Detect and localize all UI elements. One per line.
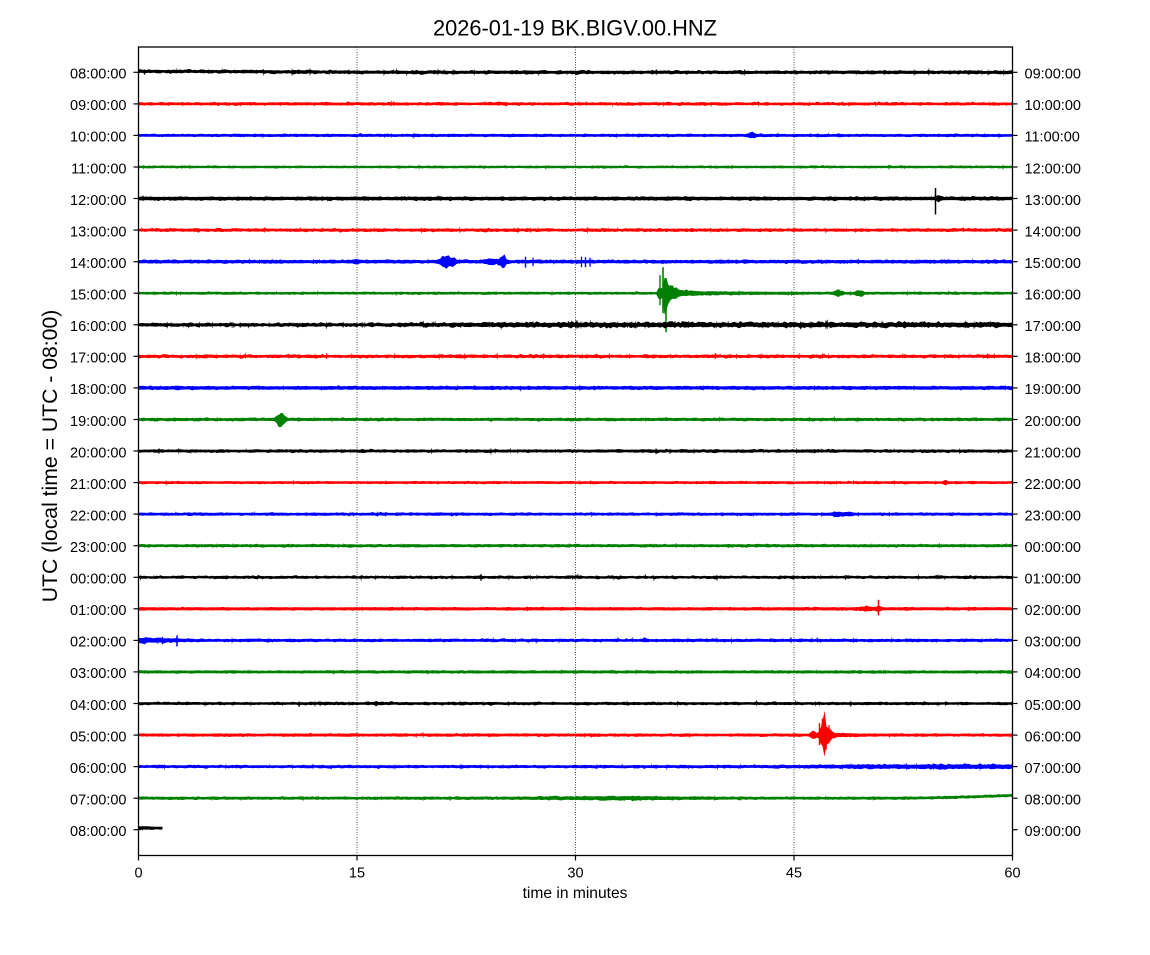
svg-text:18:00:00: 18:00:00 bbox=[1025, 351, 1081, 367]
svg-text:16:00:00: 16:00:00 bbox=[1025, 288, 1081, 304]
svg-text:19:00:00: 19:00:00 bbox=[1025, 382, 1081, 398]
svg-text:04:00:00: 04:00:00 bbox=[1025, 666, 1081, 682]
svg-text:07:00:00: 07:00:00 bbox=[70, 793, 126, 809]
svg-text:0: 0 bbox=[134, 866, 142, 882]
svg-text:09:00:00: 09:00:00 bbox=[1025, 67, 1081, 83]
svg-text:05:00:00: 05:00:00 bbox=[70, 729, 126, 745]
svg-text:21:00:00: 21:00:00 bbox=[1025, 445, 1081, 461]
svg-text:04:00:00: 04:00:00 bbox=[70, 698, 126, 714]
svg-text:05:00:00: 05:00:00 bbox=[1025, 698, 1081, 714]
svg-text:08:00:00: 08:00:00 bbox=[70, 824, 126, 840]
svg-text:14:00:00: 14:00:00 bbox=[1025, 224, 1081, 240]
svg-text:08:00:00: 08:00:00 bbox=[1025, 793, 1081, 809]
svg-text:20:00:00: 20:00:00 bbox=[1025, 414, 1081, 430]
svg-text:11:00:00: 11:00:00 bbox=[71, 161, 126, 177]
svg-text:06:00:00: 06:00:00 bbox=[1025, 729, 1081, 745]
svg-text:30: 30 bbox=[567, 866, 583, 882]
svg-text:22:00:00: 22:00:00 bbox=[1025, 477, 1081, 493]
svg-text:03:00:00: 03:00:00 bbox=[70, 666, 126, 682]
svg-text:10:00:00: 10:00:00 bbox=[1025, 98, 1081, 114]
svg-text:21:00:00: 21:00:00 bbox=[70, 477, 126, 493]
svg-text:UTC (local time = UTC - 08:00): UTC (local time = UTC - 08:00) bbox=[39, 310, 62, 603]
svg-text:45: 45 bbox=[786, 866, 802, 882]
svg-text:23:00:00: 23:00:00 bbox=[1025, 508, 1081, 524]
svg-text:17:00:00: 17:00:00 bbox=[1025, 319, 1081, 335]
svg-text:17:00:00: 17:00:00 bbox=[70, 351, 126, 367]
svg-text:00:00:00: 00:00:00 bbox=[70, 572, 126, 588]
svg-text:09:00:00: 09:00:00 bbox=[1025, 824, 1081, 840]
svg-text:08:00:00: 08:00:00 bbox=[70, 67, 126, 83]
svg-text:06:00:00: 06:00:00 bbox=[70, 761, 126, 777]
svg-text:11:00:00: 11:00:00 bbox=[1025, 130, 1080, 146]
svg-text:19:00:00: 19:00:00 bbox=[70, 414, 126, 430]
svg-text:01:00:00: 01:00:00 bbox=[1025, 572, 1081, 588]
svg-text:13:00:00: 13:00:00 bbox=[70, 224, 126, 240]
svg-text:23:00:00: 23:00:00 bbox=[70, 540, 126, 556]
svg-text:07:00:00: 07:00:00 bbox=[1025, 761, 1081, 777]
svg-text:12:00:00: 12:00:00 bbox=[1025, 161, 1081, 177]
svg-text:02:00:00: 02:00:00 bbox=[1025, 603, 1081, 619]
svg-text:01:00:00: 01:00:00 bbox=[70, 603, 126, 619]
svg-text:03:00:00: 03:00:00 bbox=[1025, 635, 1081, 651]
svg-text:14:00:00: 14:00:00 bbox=[70, 256, 126, 272]
svg-text:15: 15 bbox=[349, 866, 365, 882]
svg-text:13:00:00: 13:00:00 bbox=[1025, 193, 1081, 209]
svg-text:12:00:00: 12:00:00 bbox=[70, 193, 126, 209]
svg-text:15:00:00: 15:00:00 bbox=[70, 288, 126, 304]
svg-text:18:00:00: 18:00:00 bbox=[70, 382, 126, 398]
svg-text:10:00:00: 10:00:00 bbox=[70, 130, 126, 146]
svg-text:20:00:00: 20:00:00 bbox=[70, 445, 126, 461]
svg-text:2026-01-19 BK.BIGV.00.HNZ: 2026-01-19 BK.BIGV.00.HNZ bbox=[433, 16, 717, 41]
svg-text:22:00:00: 22:00:00 bbox=[70, 508, 126, 524]
svg-text:time in minutes: time in minutes bbox=[523, 885, 628, 902]
svg-text:16:00:00: 16:00:00 bbox=[70, 319, 126, 335]
svg-text:02:00:00: 02:00:00 bbox=[70, 635, 126, 651]
svg-text:09:00:00: 09:00:00 bbox=[70, 98, 126, 114]
svg-text:15:00:00: 15:00:00 bbox=[1025, 256, 1081, 272]
svg-text:00:00:00: 00:00:00 bbox=[1025, 540, 1081, 556]
svg-text:60: 60 bbox=[1004, 866, 1020, 882]
